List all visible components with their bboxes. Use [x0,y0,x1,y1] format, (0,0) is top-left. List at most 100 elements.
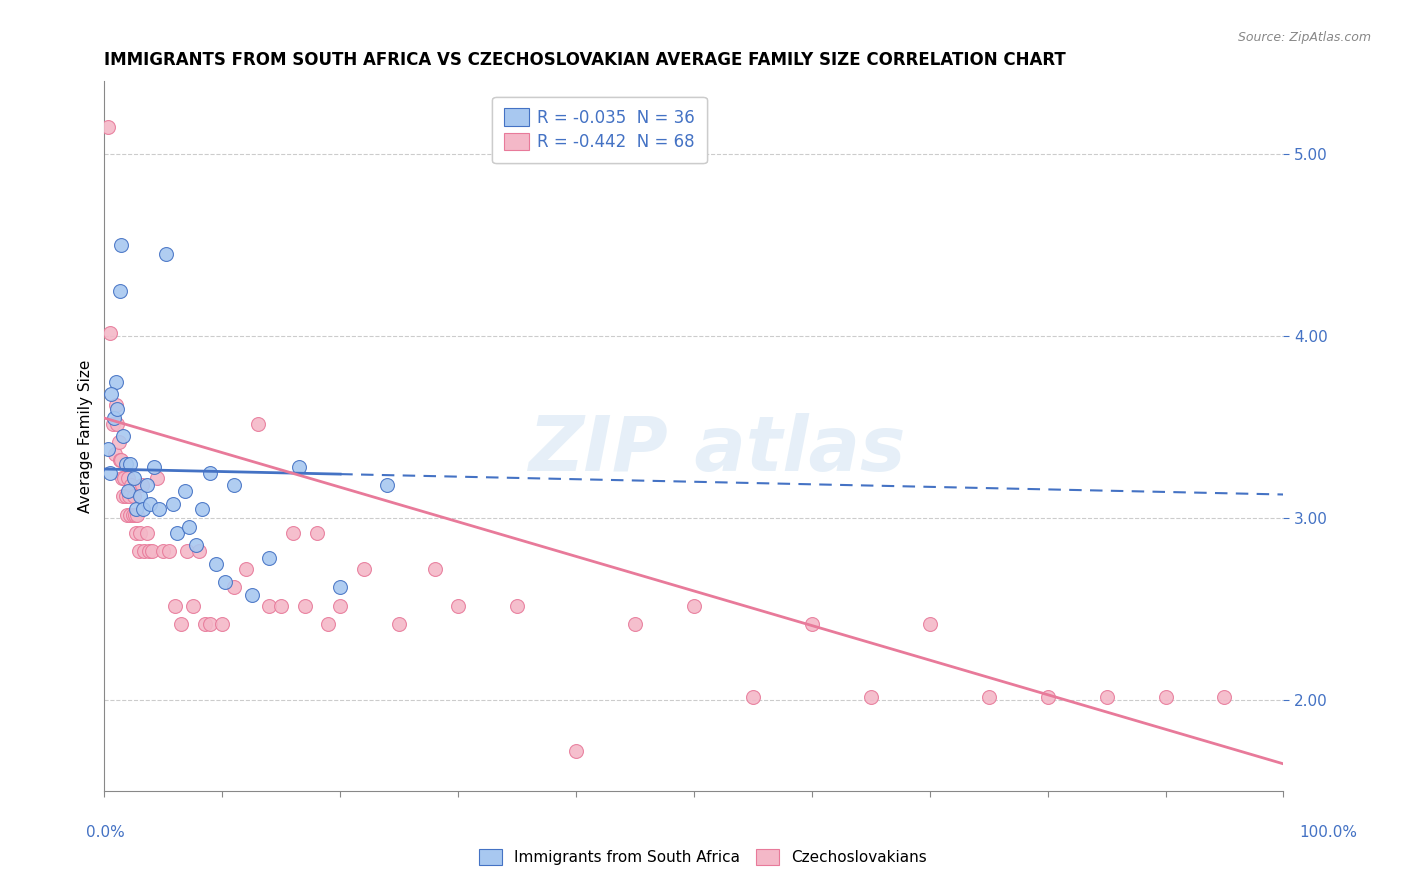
Point [112,429,135,443]
Point [259,599,281,613]
Point [162,497,184,511]
Point [565,744,588,758]
Point [200,616,222,631]
Point [114,457,136,471]
Point [214,574,236,589]
Point [146,471,169,485]
Point [186,539,208,553]
Point [1095,690,1118,704]
Point [105,417,128,431]
Point [148,502,170,516]
Point [318,616,340,631]
Point [388,616,411,631]
Legend: R = -0.035  N = 36, R = -0.442  N = 68: R = -0.035 N = 36, R = -0.442 N = 68 [492,96,707,163]
Point [270,599,292,613]
Point [98,466,121,480]
Point [423,562,446,576]
Point [235,562,257,576]
Point [246,417,269,431]
Point [166,525,188,540]
Point [121,478,143,492]
Point [118,489,141,503]
Point [173,483,195,498]
Point [240,588,263,602]
Text: 100.0%: 100.0% [1299,825,1358,840]
Point [222,580,245,594]
Point [122,471,145,485]
Point [624,616,647,631]
Point [305,525,328,540]
Point [128,544,150,558]
Point [1154,690,1177,704]
Point [155,247,177,261]
Point [135,478,157,492]
Point [97,442,120,456]
Point [135,525,157,540]
Point [105,398,128,412]
Point [115,508,138,522]
Point [142,460,165,475]
Point [977,690,1000,704]
Point [111,471,134,485]
Point [506,599,529,613]
Point [141,544,163,558]
Point [110,238,132,252]
Point [191,502,214,516]
Point [105,375,128,389]
Point [259,551,281,566]
Point [222,478,245,492]
Point [288,460,311,475]
Text: ZIP atlas: ZIP atlas [529,414,907,487]
Point [127,508,149,522]
Point [179,520,201,534]
Point [139,497,162,511]
Point [98,326,121,340]
Point [120,508,142,522]
Point [124,508,146,522]
Point [211,616,233,631]
Point [125,502,148,516]
Point [918,616,941,631]
Point [105,401,128,416]
Point [194,616,217,631]
Point [103,411,125,425]
Point [176,544,198,558]
Point [100,387,122,401]
Point [165,599,187,613]
Point [107,434,129,449]
Point [101,417,124,431]
Point [1213,690,1236,704]
Point [205,557,228,571]
Text: 0.0%: 0.0% [86,825,125,840]
Point [281,525,304,540]
Point [181,599,204,613]
Point [117,483,139,498]
Point [741,690,763,704]
Point [121,508,143,522]
Point [1036,690,1059,704]
Point [294,599,316,613]
Point [131,478,153,492]
Point [110,453,132,467]
Legend: Immigrants from South Africa, Czechoslovakians: Immigrants from South Africa, Czechoslov… [474,843,932,871]
Point [859,690,882,704]
Point [128,489,150,503]
Point [134,544,156,558]
Point [128,525,150,540]
Point [447,599,470,613]
Point [800,616,823,631]
Point [353,562,375,576]
Point [125,525,148,540]
Point [108,453,131,467]
Point [112,471,135,485]
Point [132,502,155,516]
Text: Source: ZipAtlas.com: Source: ZipAtlas.com [1237,31,1371,45]
Point [377,478,399,492]
Point [329,599,352,613]
Point [157,544,180,558]
Point [122,489,145,503]
Point [187,544,209,558]
Point [97,120,120,134]
Point [170,616,193,631]
Point [114,489,136,503]
